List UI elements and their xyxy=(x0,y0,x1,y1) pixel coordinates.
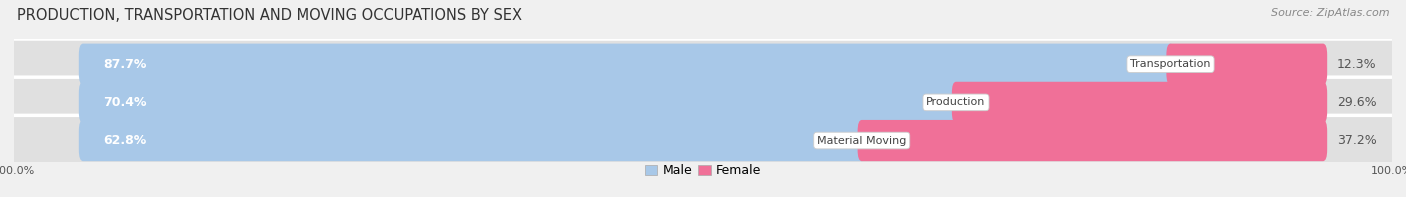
Text: PRODUCTION, TRANSPORTATION AND MOVING OCCUPATIONS BY SEX: PRODUCTION, TRANSPORTATION AND MOVING OC… xyxy=(17,8,522,23)
FancyBboxPatch shape xyxy=(952,82,1327,123)
Text: 62.8%: 62.8% xyxy=(104,134,146,147)
Text: 29.6%: 29.6% xyxy=(1337,96,1376,109)
Text: Production: Production xyxy=(927,97,986,107)
FancyBboxPatch shape xyxy=(79,44,1174,85)
Text: Source: ZipAtlas.com: Source: ZipAtlas.com xyxy=(1271,8,1389,18)
Text: 37.2%: 37.2% xyxy=(1337,134,1376,147)
Text: 70.4%: 70.4% xyxy=(104,96,148,109)
FancyBboxPatch shape xyxy=(8,115,1398,166)
FancyBboxPatch shape xyxy=(79,120,866,161)
Text: 12.3%: 12.3% xyxy=(1337,58,1376,71)
FancyBboxPatch shape xyxy=(8,39,1398,89)
FancyBboxPatch shape xyxy=(1167,44,1327,85)
FancyBboxPatch shape xyxy=(858,120,1327,161)
Legend: Male, Female: Male, Female xyxy=(640,159,766,182)
FancyBboxPatch shape xyxy=(79,82,960,123)
Text: Transportation: Transportation xyxy=(1130,59,1211,69)
FancyBboxPatch shape xyxy=(8,77,1398,128)
Text: Material Moving: Material Moving xyxy=(817,136,907,146)
Text: 87.7%: 87.7% xyxy=(104,58,148,71)
